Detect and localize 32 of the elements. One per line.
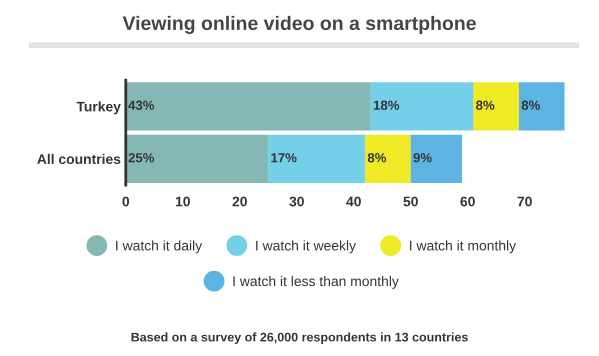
legend-label: I watch it daily — [116, 240, 202, 254]
bar — [473, 82, 519, 131]
x-tick-label: 40 — [346, 196, 361, 206]
legend-label: I watch it less than monthly — [233, 276, 399, 289]
x-tick-label: 60 — [460, 196, 475, 206]
data-label: 18% — [374, 100, 400, 110]
bar — [365, 134, 411, 184]
bar — [518, 82, 565, 131]
chart-title: Viewing online video on a smartphone — [122, 16, 476, 34]
x-tick-label: 30 — [289, 196, 304, 206]
x-tick-label: 70 — [518, 196, 532, 206]
x-tick-label: 50 — [403, 196, 418, 206]
data-label: 17% — [271, 153, 297, 162]
data-label: 9% — [413, 153, 432, 162]
x-tick-label: 20 — [232, 196, 247, 206]
data-label: 43% — [128, 100, 154, 110]
data-label: 8% — [522, 100, 540, 110]
x-tick-label: 10 — [176, 196, 190, 206]
legend-label: I watch it monthly — [410, 240, 516, 254]
data-label: 8% — [368, 153, 386, 162]
x-tick-label: 0 — [122, 196, 130, 206]
bar — [126, 82, 371, 131]
y-tick-label: Turkey — [76, 101, 121, 114]
data-label: 8% — [476, 100, 494, 110]
bar — [370, 82, 474, 131]
bar — [268, 134, 366, 184]
y-tick-label: All countries — [37, 154, 120, 164]
bar — [126, 134, 268, 184]
bar — [410, 134, 462, 184]
text: Based on a survey of 26,000 respondents in 13 countries — [132, 332, 468, 344]
legend-label: I watch it weekly — [256, 240, 356, 254]
data-label: 25% — [128, 153, 154, 162]
